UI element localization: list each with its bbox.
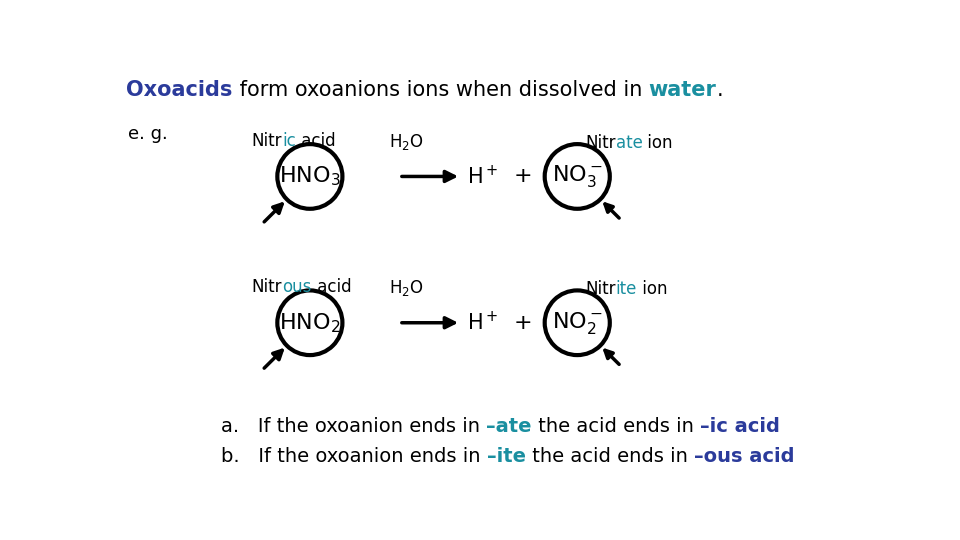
Text: NO$_2^-$: NO$_2^-$ xyxy=(552,310,603,336)
Text: HNO$_3$: HNO$_3$ xyxy=(279,165,341,188)
Text: H$^+$: H$^+$ xyxy=(467,165,498,188)
Text: ate: ate xyxy=(615,134,642,152)
Text: acid: acid xyxy=(296,132,336,150)
Text: ic: ic xyxy=(282,132,296,150)
Text: form oxoanions ions when dissolved in: form oxoanions ions when dissolved in xyxy=(232,80,649,100)
Text: Nitr: Nitr xyxy=(252,132,282,150)
Text: the acid ends in: the acid ends in xyxy=(525,448,694,467)
Text: water: water xyxy=(649,80,716,100)
Text: ite: ite xyxy=(615,280,636,299)
Text: the acid ends in: the acid ends in xyxy=(532,417,700,436)
Text: ion: ion xyxy=(642,134,673,152)
Text: .: . xyxy=(716,80,723,100)
Text: H$^+$: H$^+$ xyxy=(467,311,498,334)
Text: –ate: –ate xyxy=(486,417,532,436)
Text: ion: ion xyxy=(636,280,667,299)
Text: –ous acid: –ous acid xyxy=(694,448,794,467)
Text: NO$_3^-$: NO$_3^-$ xyxy=(552,164,603,190)
Text: –ite: –ite xyxy=(487,448,525,467)
Text: acid: acid xyxy=(312,278,351,296)
Text: +: + xyxy=(514,166,532,186)
Text: Oxoacids: Oxoacids xyxy=(126,80,232,100)
Text: Nitr: Nitr xyxy=(585,134,615,152)
Text: –ic acid: –ic acid xyxy=(700,417,780,436)
Text: H$_2$O: H$_2$O xyxy=(390,132,424,152)
Text: b.   If the oxoanion ends in: b. If the oxoanion ends in xyxy=(221,448,487,467)
Text: Nitr: Nitr xyxy=(585,280,615,299)
Text: e. g.: e. g. xyxy=(128,125,167,143)
Text: Nitr: Nitr xyxy=(252,278,282,296)
Text: HNO$_2$: HNO$_2$ xyxy=(279,311,341,335)
Text: H$_2$O: H$_2$O xyxy=(390,278,424,298)
Text: +: + xyxy=(514,313,532,333)
Text: ous: ous xyxy=(282,278,312,296)
Text: a.   If the oxoanion ends in: a. If the oxoanion ends in xyxy=(221,417,486,436)
